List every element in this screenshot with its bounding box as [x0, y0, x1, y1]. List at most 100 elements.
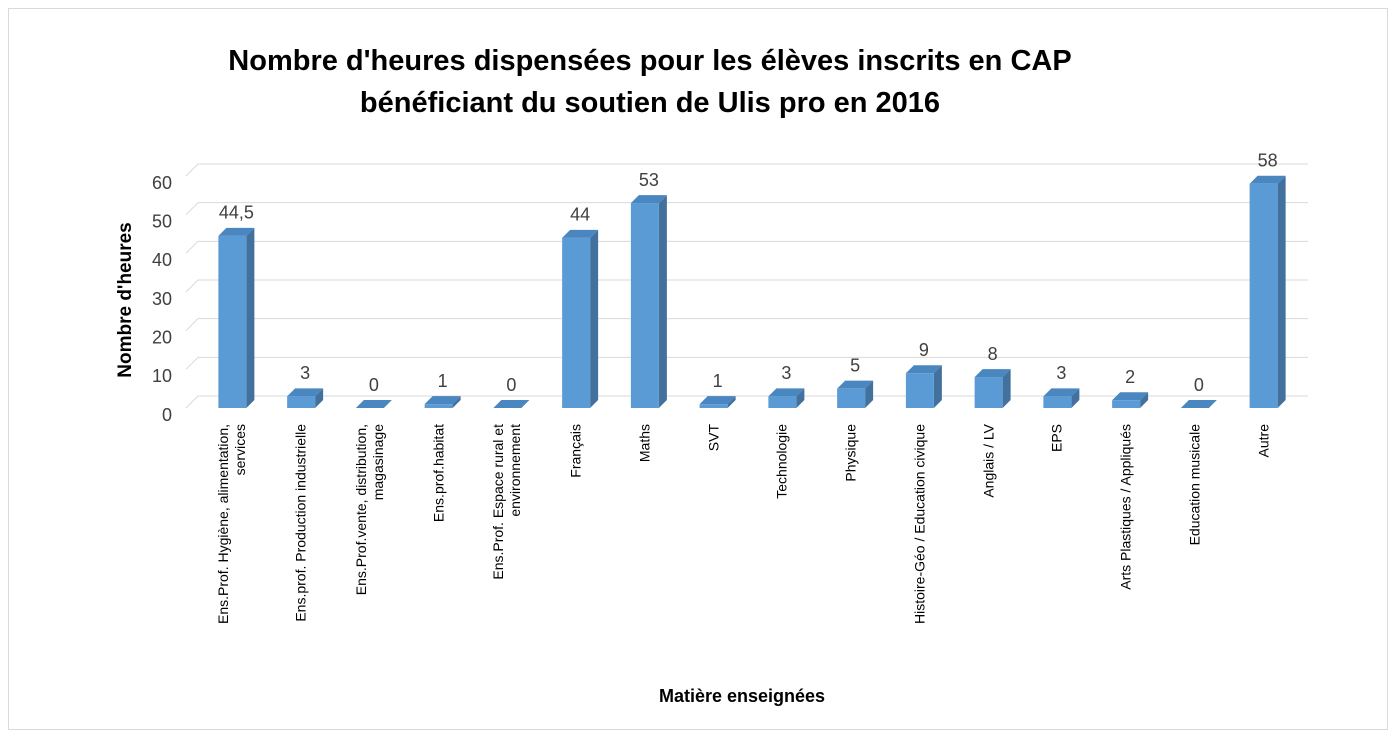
data-label: 0 — [1194, 375, 1204, 395]
x-tick-label: SVT — [705, 424, 722, 452]
bar — [1043, 388, 1080, 408]
data-label: 1 — [438, 371, 448, 391]
y-tick-label: 60 — [152, 173, 172, 193]
bar — [974, 369, 1011, 408]
bar-front — [905, 373, 934, 408]
bar — [768, 388, 805, 408]
bar-top — [699, 396, 736, 405]
grid-line — [185, 356, 1308, 370]
bar-top — [1043, 388, 1080, 397]
bar-side — [246, 227, 255, 408]
y-tick-label: 0 — [162, 405, 172, 425]
bar-front — [630, 203, 659, 408]
bar-front — [768, 396, 797, 408]
bar-front — [287, 396, 316, 408]
bar-top — [974, 369, 1011, 378]
bar — [355, 400, 392, 408]
data-label: 3 — [1056, 363, 1066, 383]
bar-top — [630, 195, 667, 204]
bar-side — [452, 396, 461, 408]
bar-top — [768, 388, 805, 397]
bar — [424, 396, 461, 408]
bar-side — [1002, 369, 1011, 408]
x-tick-label: EPS — [1048, 424, 1065, 453]
x-tick-label: Français — [567, 424, 584, 478]
x-tick-label: Histoire-Géo / Education civique — [911, 424, 928, 624]
data-label: 3 — [781, 363, 791, 383]
x-tick-label: Ens.Prof. Hygiène, alimentation, service… — [215, 424, 249, 624]
bar-front — [837, 388, 866, 408]
bar-top — [493, 400, 530, 408]
bar-top — [905, 365, 942, 374]
bar-side — [315, 388, 324, 408]
x-tick-label: Ens.prof.habitat — [430, 424, 447, 523]
bar-front — [699, 404, 728, 408]
bar-top — [1249, 175, 1286, 184]
bar — [837, 380, 874, 408]
data-label: 0 — [506, 375, 516, 395]
bar-top — [424, 396, 461, 405]
data-label: 53 — [639, 170, 659, 190]
bar-side — [865, 380, 874, 408]
data-label: 5 — [850, 355, 860, 375]
grid-line — [185, 240, 1308, 254]
data-label: 2 — [1125, 367, 1135, 387]
data-label: 0 — [369, 375, 379, 395]
bar — [630, 195, 667, 408]
y-tick-label: 40 — [152, 250, 172, 270]
bar — [287, 388, 324, 408]
bar-top — [1180, 400, 1217, 408]
bar-top — [562, 229, 599, 238]
y-tick-label: 30 — [152, 289, 172, 309]
bar — [1249, 175, 1286, 408]
x-tick-label: Ens.Prof.vente, distribution, magasinage — [352, 424, 386, 596]
data-label: 44 — [570, 205, 590, 225]
bar-side — [933, 365, 942, 408]
bar — [699, 396, 736, 408]
data-label: 3 — [300, 363, 310, 383]
x-axis-title: Matière enseignées — [659, 686, 825, 706]
bar-side — [796, 388, 805, 408]
y-tick-label: 20 — [152, 327, 172, 347]
bar — [562, 229, 599, 408]
data-label: 1 — [713, 371, 723, 391]
bar-side — [658, 195, 667, 408]
y-axis-title: Nombre d'heures — [115, 222, 136, 378]
bar — [493, 400, 530, 408]
x-tick-label: Anglais / LV — [980, 424, 997, 498]
bar-side — [727, 396, 736, 408]
grid-line — [185, 318, 1308, 332]
y-tick-label: 50 — [152, 211, 172, 231]
bar-top — [837, 380, 874, 389]
data-label: 58 — [1258, 150, 1278, 170]
grid-line — [185, 202, 1308, 216]
x-tick-label: Physique — [842, 424, 859, 482]
bar — [218, 227, 255, 408]
bar — [1180, 400, 1217, 408]
bar-side — [1277, 175, 1286, 408]
bar-side — [1140, 392, 1149, 408]
bar-front — [974, 377, 1003, 408]
grid-line — [185, 163, 1308, 177]
bar-top — [355, 400, 392, 408]
chart-title: Nombre d'heures dispensées pour les élèv… — [228, 45, 1072, 119]
bar — [1112, 392, 1149, 408]
data-label: 9 — [919, 340, 929, 360]
bar-front — [1112, 400, 1141, 408]
x-tick-label: Maths — [636, 424, 653, 463]
x-tick-label: Arts Plastiques / Appliqués — [1117, 424, 1134, 590]
data-label: 8 — [988, 344, 998, 364]
x-tick-label: Ens.prof. Production industrielle — [292, 424, 309, 622]
data-label: 44,5 — [219, 203, 254, 223]
x-tick-label: Education musicale — [1186, 424, 1203, 546]
y-tick-label: 10 — [152, 366, 172, 386]
bar-top — [287, 388, 324, 397]
bar-side — [590, 229, 599, 408]
bar-front — [424, 404, 453, 408]
bar-top — [1112, 392, 1149, 401]
bar-front — [1249, 183, 1278, 408]
bar-top — [218, 227, 255, 236]
x-tick-label: Technologie — [773, 424, 790, 499]
